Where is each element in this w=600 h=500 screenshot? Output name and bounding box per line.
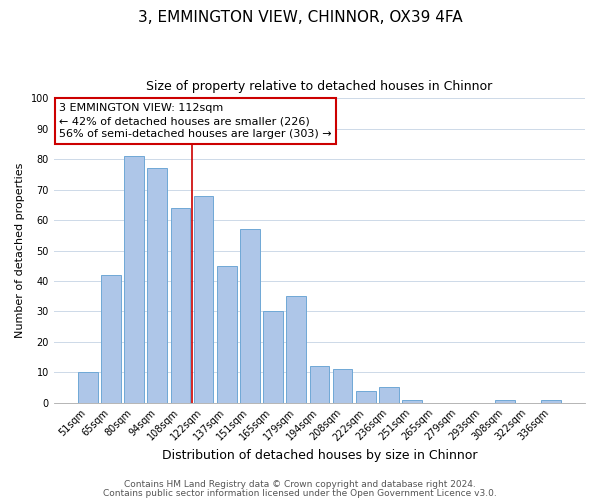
Bar	[148, 168, 167, 402]
Text: 3, EMMINGTON VIEW, CHINNOR, OX39 4FA: 3, EMMINGTON VIEW, CHINNOR, OX39 4FA	[137, 10, 463, 25]
Bar	[379, 388, 399, 402]
Bar	[124, 156, 144, 402]
Bar	[356, 390, 376, 402]
Bar	[240, 229, 260, 402]
Text: Contains public sector information licensed under the Open Government Licence v3: Contains public sector information licen…	[103, 488, 497, 498]
Text: Contains HM Land Registry data © Crown copyright and database right 2024.: Contains HM Land Registry data © Crown c…	[124, 480, 476, 489]
Bar	[194, 196, 214, 402]
Bar	[402, 400, 422, 402]
Bar	[495, 400, 515, 402]
Bar	[333, 369, 352, 402]
Y-axis label: Number of detached properties: Number of detached properties	[15, 163, 25, 338]
Bar	[310, 366, 329, 403]
Bar	[263, 312, 283, 402]
Bar	[541, 400, 561, 402]
Bar	[170, 208, 190, 402]
Text: 3 EMMINGTON VIEW: 112sqm
← 42% of detached houses are smaller (226)
56% of semi-: 3 EMMINGTON VIEW: 112sqm ← 42% of detach…	[59, 103, 332, 140]
Bar	[286, 296, 306, 403]
Bar	[101, 275, 121, 402]
Bar	[78, 372, 98, 402]
Bar	[217, 266, 236, 402]
Title: Size of property relative to detached houses in Chinnor: Size of property relative to detached ho…	[146, 80, 493, 93]
X-axis label: Distribution of detached houses by size in Chinnor: Distribution of detached houses by size …	[161, 450, 477, 462]
